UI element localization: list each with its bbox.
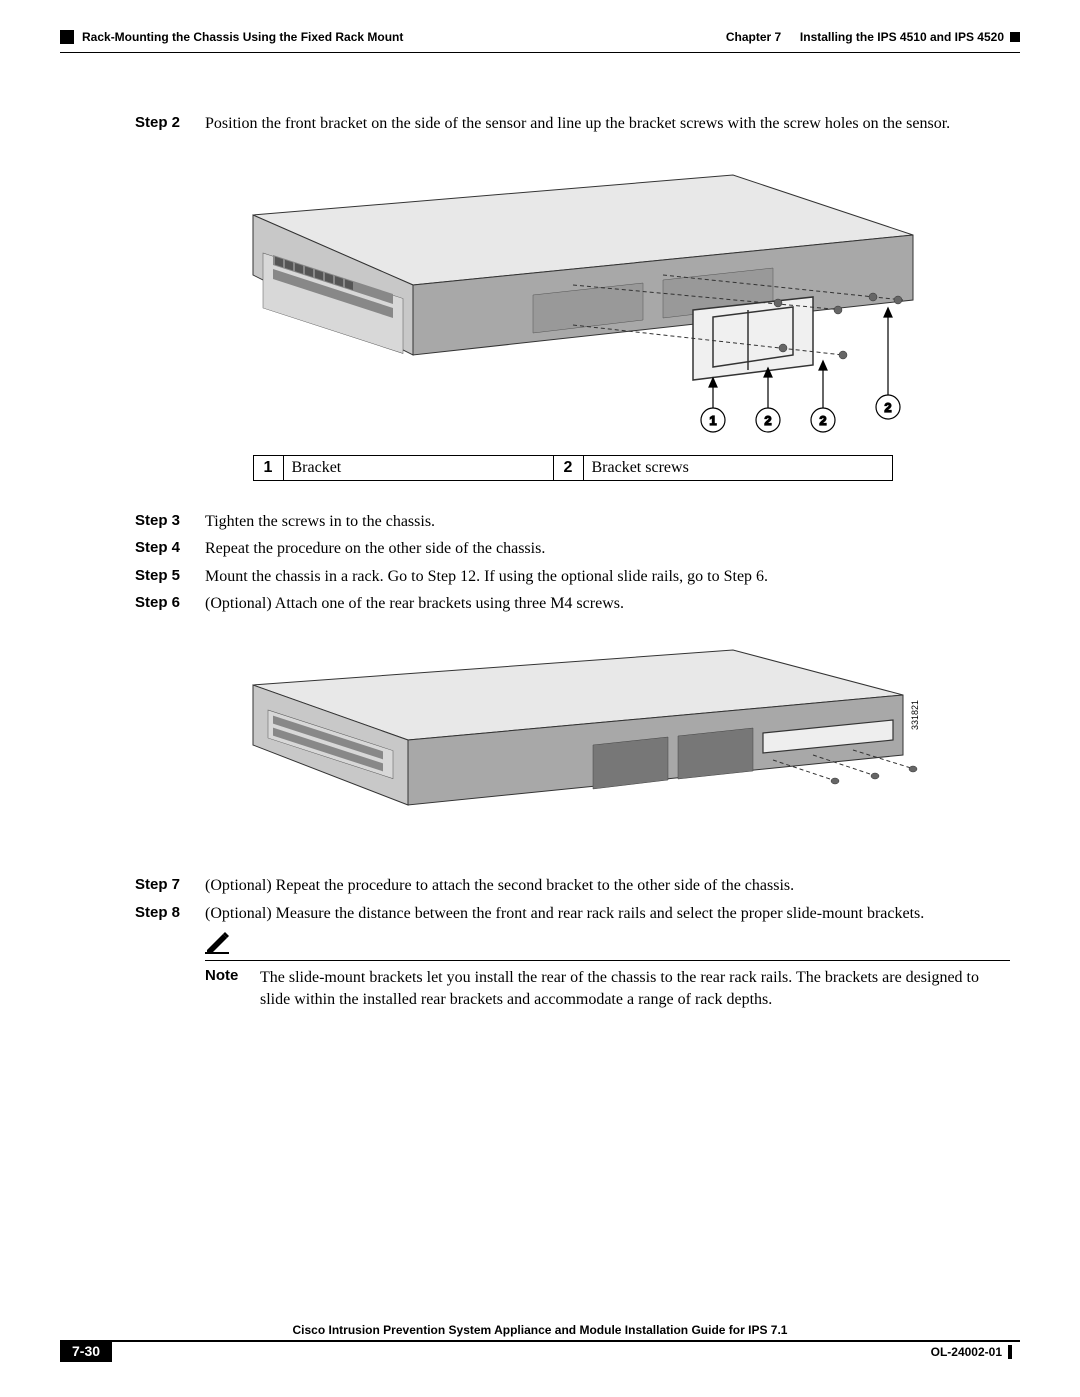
note-block: Note The slide-mount brackets let you in…: [205, 967, 1010, 1010]
step-label: Step 2: [135, 113, 205, 133]
note-text: The slide-mount brackets let you install…: [260, 967, 1010, 1010]
footer-doc-id: OL-24002-01: [931, 1345, 1020, 1359]
step-row: Step 4 Repeat the procedure on the other…: [135, 538, 1010, 560]
step-label: Step 7: [135, 875, 205, 895]
step-row: Step 6 (Optional) Attach one of the rear…: [135, 593, 1010, 615]
header-divider: [60, 52, 1020, 53]
footer-bar: 7-30 OL-24002-01: [60, 1340, 1020, 1362]
step-row: Step 2 Position the front bracket on the…: [135, 113, 1010, 135]
step-text: Repeat the procedure on the other side o…: [205, 538, 1010, 560]
figure-bracket-diagram: 1 2 2 2: [135, 155, 1010, 435]
callout-num: 2: [553, 455, 583, 480]
header-end-marker-icon: [1010, 32, 1020, 42]
note-pencil-icon: [205, 932, 1010, 959]
step-row: Step 8 (Optional) Measure the distance b…: [135, 903, 1010, 925]
footer-doc-title: Cisco Intrusion Prevention System Applia…: [60, 1323, 1020, 1337]
footer-docid-text: OL-24002-01: [931, 1345, 1002, 1359]
step-row: Step 7 (Optional) Repeat the procedure t…: [135, 875, 1010, 897]
header-marker-icon: [60, 30, 74, 44]
section-title: Rack-Mounting the Chassis Using the Fixe…: [82, 30, 403, 44]
content-area: Step 2 Position the front bracket on the…: [60, 113, 1020, 1010]
callout-label: Bracket: [283, 455, 553, 480]
step-text: Tighten the screws in to the chassis.: [205, 511, 1010, 533]
callout-table: 1 Bracket 2 Bracket screws: [253, 455, 893, 481]
note-divider: [205, 960, 1010, 961]
step-row: Step 3 Tighten the screws in to the chas…: [135, 511, 1010, 533]
callout-2b: 2: [819, 413, 826, 428]
callout-1: 1: [709, 413, 716, 428]
step-row: Step 5 Mount the chassis in a rack. Go t…: [135, 566, 1010, 588]
footer-end-bar-icon: [1008, 1345, 1012, 1359]
callout-num: 1: [253, 455, 283, 480]
callout-2c: 2: [884, 400, 891, 415]
step-text: (Optional) Measure the distance between …: [205, 903, 1010, 925]
page-header: Rack-Mounting the Chassis Using the Fixe…: [60, 30, 1020, 44]
step-text: Mount the chassis in a rack. Go to Step …: [205, 566, 1010, 588]
table-row: 1 Bracket 2 Bracket screws: [253, 455, 892, 480]
step-text: (Optional) Attach one of the rear bracke…: [205, 593, 1010, 615]
figure-rear-bracket-diagram: 331821: [135, 635, 1010, 855]
step-label: Step 3: [135, 511, 205, 531]
step-label: Step 5: [135, 566, 205, 586]
step-label: Step 4: [135, 538, 205, 558]
chapter-title: Installing the IPS 4510 and IPS 4520: [800, 30, 1004, 44]
step-text: (Optional) Repeat the procedure to attac…: [205, 875, 1010, 897]
step-label: Step 6: [135, 593, 205, 613]
step-text: Position the front bracket on the side o…: [205, 113, 1010, 135]
footer-line: OL-24002-01: [112, 1340, 1020, 1362]
callout-2a: 2: [764, 413, 771, 428]
callout-label: Bracket screws: [583, 455, 892, 480]
page-footer: Cisco Intrusion Prevention System Applia…: [60, 1323, 1020, 1362]
header-right: Chapter 7 Installing the IPS 4510 and IP…: [726, 30, 1020, 44]
step-label: Step 8: [135, 903, 205, 923]
chapter-label: Chapter 7: [726, 30, 781, 44]
footer-page-number: 7-30: [60, 1340, 112, 1362]
note-label: Note: [205, 967, 250, 984]
page: Rack-Mounting the Chassis Using the Fixe…: [0, 0, 1080, 1397]
header-left: Rack-Mounting the Chassis Using the Fixe…: [60, 30, 403, 44]
figure-id-label: 331821: [910, 700, 920, 730]
